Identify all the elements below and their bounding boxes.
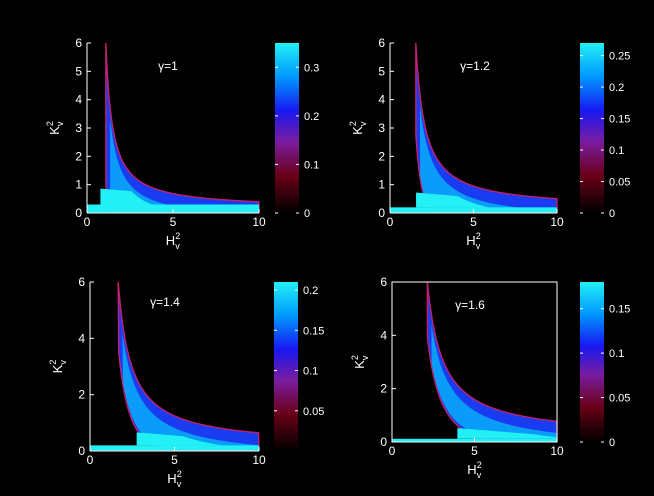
colorbar-tick-label: 0.2 [303,285,318,297]
y-tick-label: 6 [378,36,385,50]
y-tick-label: 2 [75,149,82,163]
colorbar-tick-label: 0.1 [609,348,624,360]
x-tick-label: 0 [84,215,91,229]
y-tick-label: 6 [78,275,85,289]
y-tick-label: 0 [78,444,85,458]
region-inner [431,324,557,439]
y-tick-label: 0 [380,435,387,449]
colorbar-tick-label: 0 [609,208,615,220]
y-tick-label: 4 [380,328,387,342]
region-floor [87,204,259,213]
y-tick-label: 6 [75,36,82,50]
panel-title: γ=1.6 [455,298,485,312]
panel-title: γ=1.2 [460,59,490,73]
colorbar-tick-label: 0.05 [609,393,630,405]
x-tick-label: 0 [387,215,394,229]
y-axis-label: K2v [48,360,68,374]
y-tick-label: 0 [75,206,82,220]
panel-title: γ=1 [158,59,178,73]
colorbar-tick-label: 0.2 [609,82,624,94]
colorbar-tick-label: 0.05 [303,406,324,418]
region-core [136,432,259,446]
colorbar-tick-label: 0.1 [609,145,624,157]
panel-4: 0 5 10 0 2 4 6 H2 v K2v γ=1.6 0 0.05 0.1 0.15 [350,275,630,480]
x-axis-label: H2 v [467,460,481,480]
colorbar-tick-label: 0 [609,437,615,449]
region-core [416,192,557,208]
colorbar-tick-label: 0.15 [609,304,630,316]
colorbar-tick-label: 0.3 [304,62,319,74]
x-tick-label: 0 [389,444,396,458]
region-edge [426,281,558,443]
colorbar-tick-label: 0.1 [304,159,319,171]
colorbar-tick-label: 0.15 [609,114,630,126]
panel-title: γ=1.4 [150,295,180,309]
x-tick-label: 10 [550,215,564,229]
y-tick-label: 3 [75,121,82,135]
y-tick-label: 2 [78,388,85,402]
x-tick-label: 0 [87,453,94,467]
region-core [100,188,259,205]
x-tick-label: 5 [470,215,477,229]
y-axis-label: K2v [348,121,368,135]
colorbar-tick-label: 0.25 [609,51,630,63]
colorbar-tick-label: 0.2 [304,111,319,123]
colorbar [274,282,298,451]
y-tick-label: 0 [378,206,385,220]
y-axis-label: K2v [45,121,65,135]
colorbar [580,282,604,442]
region-inner [122,332,259,448]
panel-2: 0 5 10 0 1 2 3 4 5 6 H2 v K2v γ=1.2 0 0.05 0.1 0.15 0.2 0.2… [348,36,630,251]
x-axis-label: H2 v [466,231,480,251]
y-tick-label: 6 [380,275,387,289]
x-tick-label: 5 [471,444,478,458]
colorbar-tick-label: 0.1 [303,366,318,378]
y-tick-label: 4 [75,93,82,107]
colorbar-tick-label: 0 [304,208,310,220]
x-axis-label: H2 v [166,231,180,251]
y-tick-label: 4 [78,331,85,345]
x-axis-label: H2 v [167,469,181,489]
colorbar-tick-label: 0.05 [609,177,630,189]
colorbar [275,43,299,213]
y-tick-label: 3 [378,121,385,135]
y-tick-label: 1 [378,178,385,192]
panel-1: 0 5 10 0 1 2 3 4 5 6 H2 v K2v γ=1 0 0.1 0.2 0.3 [45,36,319,251]
y-tick-label: 2 [378,149,385,163]
x-tick-label: 10 [550,444,564,458]
panel-3: 0 5 10 0 2 4 6 H2 v K2v γ=1.4 0.05 0.1 0.15 0.2 [48,275,324,489]
x-tick-label: 5 [171,453,178,467]
y-tick-label: 4 [378,93,385,107]
y-tick-label: 2 [380,382,387,396]
x-tick-label: 10 [252,215,266,229]
x-tick-label: 10 [252,453,266,467]
x-tick-label: 5 [170,215,177,229]
y-axis-label: K2v [350,355,370,369]
y-tick-label: 5 [75,64,82,78]
colorbar-tick-label: 0.15 [303,325,324,337]
region-core [457,428,557,439]
y-tick-label: 5 [378,64,385,78]
colorbar [580,43,604,213]
y-tick-label: 1 [75,178,82,192]
